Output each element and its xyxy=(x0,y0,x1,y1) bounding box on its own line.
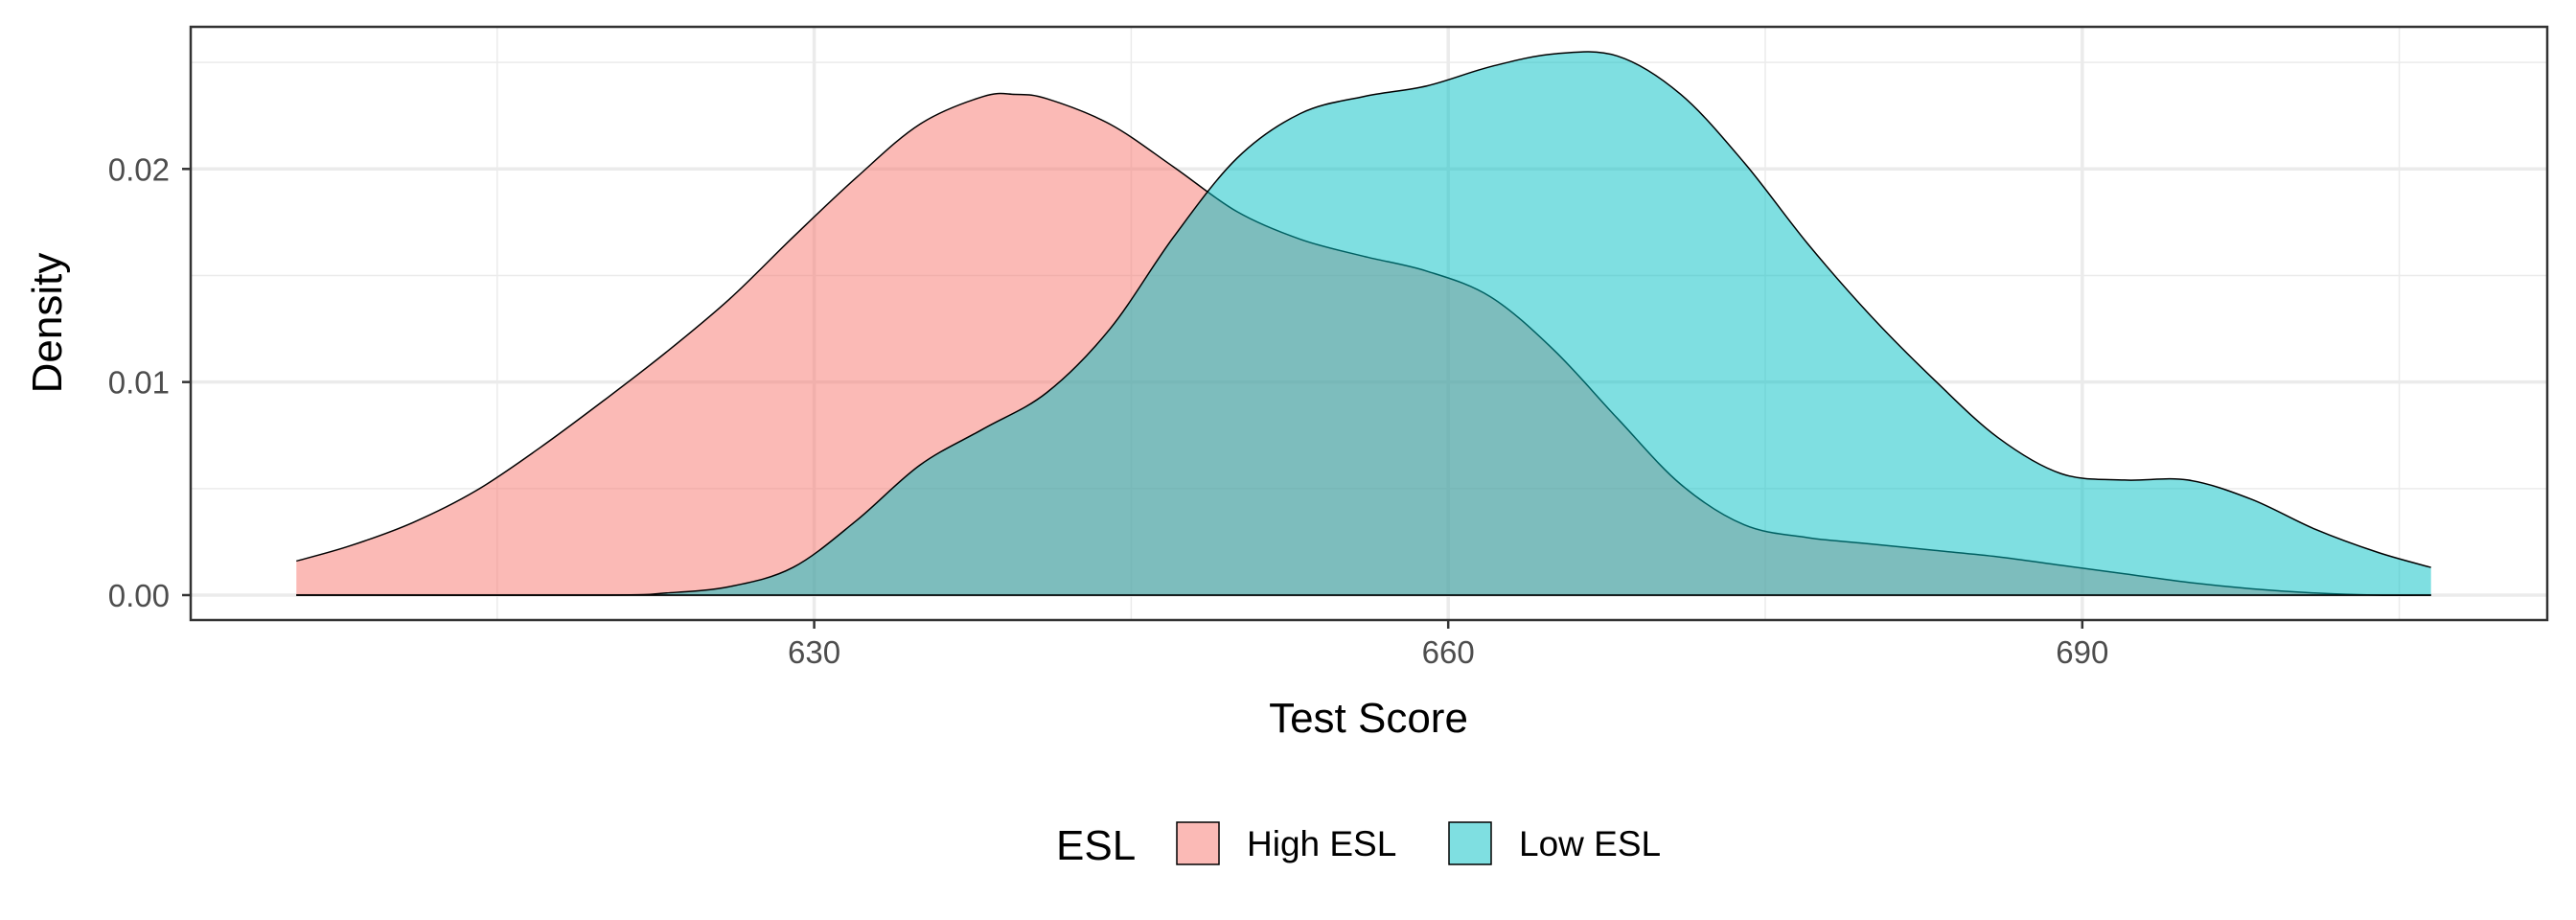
legend: ESL High ESL Low ESL xyxy=(1056,821,1661,869)
legend-title: ESL xyxy=(1056,822,1136,869)
legend-label-low-esl: Low ESL xyxy=(1519,824,1661,863)
legend-key-high-esl xyxy=(1176,821,1220,865)
axes: 630 660 690 0.00 0.01 0.02 xyxy=(108,151,2109,670)
legend-label-high-esl: High ESL xyxy=(1247,824,1396,863)
density-area-low-esl xyxy=(296,52,2431,596)
x-tick-label: 660 xyxy=(1422,634,1475,670)
legend-key-low-esl xyxy=(1448,821,1492,865)
y-axis-title: Density xyxy=(24,253,71,394)
x-tick-label: 690 xyxy=(2056,634,2108,670)
y-tick-label: 0.02 xyxy=(108,151,170,187)
x-tick-label: 630 xyxy=(788,634,840,670)
y-tick-label: 0.01 xyxy=(108,365,170,401)
y-tick-label: 0.00 xyxy=(108,578,170,613)
x-axis-title: Test Score xyxy=(1269,695,1468,742)
density-line-low-esl xyxy=(296,51,2431,596)
plot-series xyxy=(296,51,2431,596)
panel-border xyxy=(189,25,2549,622)
